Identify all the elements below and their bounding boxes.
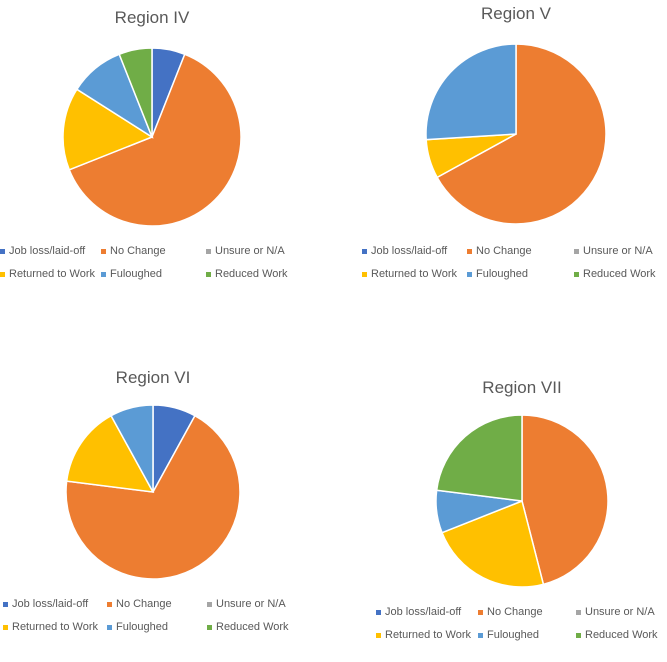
legend-swatch-icon (478, 609, 483, 615)
pie-plot (425, 43, 607, 225)
legend-swatch-icon (574, 271, 579, 277)
pie-slice-reduced-work (435, 414, 523, 502)
legend-swatch-icon (3, 601, 8, 607)
pie-slice-fuloughed (425, 43, 517, 141)
legend-label: Returned to Work (371, 268, 458, 280)
pie-plot (65, 404, 241, 580)
legend-swatch-icon (467, 248, 472, 254)
legend-swatch-icon (478, 632, 483, 638)
legend-item-fuloughed: Fuloughed (101, 268, 162, 280)
legend-swatch-icon (576, 609, 581, 615)
legend-item-no-change: No Change (107, 598, 172, 610)
legend-swatch-icon (362, 248, 367, 254)
legend-swatch-icon (207, 601, 212, 607)
legend-swatch-icon (107, 601, 112, 607)
pie-plot (62, 47, 242, 227)
legend-label: No Change (487, 606, 543, 618)
legend-label: Job loss/laid-off (385, 606, 462, 618)
pie-slice-no-change (521, 414, 609, 586)
legend-label: Job loss/laid-off (12, 598, 89, 610)
legend-swatch-icon (376, 609, 381, 615)
legend-item-returned-to-work: Returned to Work (0, 268, 95, 280)
legend-item-returned-to-work: Returned to Work (3, 621, 98, 633)
legend-label: Fuloughed (116, 621, 168, 633)
legend-swatch-icon (101, 248, 106, 254)
legend-item-reduced-work: Reduced Work (576, 629, 658, 641)
chart-title: Region IV (114, 8, 190, 27)
legend-item-returned-to-work: Returned to Work (376, 629, 471, 641)
legend-label: Unsure or N/A (585, 606, 655, 618)
pie-slice-returned-to-work (62, 88, 154, 171)
legend-swatch-icon (206, 248, 211, 254)
pie-slice-fuloughed (110, 404, 154, 493)
legend-label: Reduced Work (583, 268, 656, 280)
legend-swatch-icon (0, 248, 5, 254)
legend-label: Fuloughed (110, 268, 162, 280)
legend-label: Unsure or N/A (583, 245, 653, 257)
legend-item-no-change: No Change (101, 245, 166, 257)
legend-swatch-icon (574, 248, 579, 254)
legend-item-unsure-or-n-a: Unsure or N/A (206, 245, 285, 257)
legend-label: Unsure or N/A (215, 245, 285, 257)
legend-item-unsure-or-n-a: Unsure or N/A (574, 245, 653, 257)
chart-title: Region VI (115, 368, 191, 387)
legend-item-fuloughed: Fuloughed (107, 621, 168, 633)
legend-item-job-loss-laid-off: Job loss/laid-off (362, 245, 447, 257)
legend-label: Reduced Work (216, 621, 289, 633)
pie-plot (435, 414, 609, 588)
legend-item-returned-to-work: Returned to Work (362, 268, 457, 280)
legend-item-job-loss-laid-off: Job loss/laid-off (376, 606, 461, 618)
legend-swatch-icon (3, 624, 8, 630)
legend-label: Fuloughed (476, 268, 528, 280)
pie-slice-no-change (436, 43, 607, 225)
legend-label: No Change (110, 245, 166, 257)
legend-swatch-icon (206, 271, 211, 277)
legend-label: Returned to Work (9, 268, 96, 280)
legend-label: Unsure or N/A (216, 598, 286, 610)
chart-title: Region V (481, 4, 551, 23)
pie-slice-returned-to-work (65, 414, 155, 493)
pie-slice-no-change (68, 53, 242, 227)
legend-item-fuloughed: Fuloughed (478, 629, 539, 641)
legend-swatch-icon (207, 624, 212, 630)
legend-label: No Change (476, 245, 532, 257)
legend-swatch-icon (107, 624, 112, 630)
legend-label: No Change (116, 598, 172, 610)
legend-item-job-loss-laid-off: Job loss/laid-off (0, 245, 85, 257)
legend-swatch-icon (376, 632, 381, 638)
chart-title: Region VII (482, 378, 562, 397)
legend-item-no-change: No Change (478, 606, 543, 618)
legend-item-job-loss-laid-off: Job loss/laid-off (3, 598, 88, 610)
legend-swatch-icon (467, 271, 472, 277)
legend-item-reduced-work: Reduced Work (206, 268, 288, 280)
pie-slice-reduced-work (118, 47, 153, 138)
legend-item-fuloughed: Fuloughed (467, 268, 528, 280)
legend-swatch-icon (101, 271, 106, 277)
legend-item-no-change: No Change (467, 245, 532, 257)
legend-label: Job loss/laid-off (371, 245, 448, 257)
legend-item-reduced-work: Reduced Work (207, 621, 289, 633)
legend-label: Reduced Work (215, 268, 288, 280)
legend-label: Fuloughed (487, 629, 539, 641)
legend-swatch-icon (0, 271, 5, 277)
legend-swatch-icon (576, 632, 581, 638)
legend-label: Returned to Work (12, 621, 99, 633)
legend-label: Job loss/laid-off (9, 245, 86, 257)
legend-item-unsure-or-n-a: Unsure or N/A (207, 598, 286, 610)
legend-label: Reduced Work (585, 629, 658, 641)
legend-swatch-icon (362, 271, 367, 277)
legend-item-reduced-work: Reduced Work (574, 268, 656, 280)
legend-item-unsure-or-n-a: Unsure or N/A (576, 606, 655, 618)
pie-slice-no-change (65, 414, 241, 580)
pie-slice-returned-to-work (441, 499, 545, 588)
legend-label: Returned to Work (385, 629, 472, 641)
